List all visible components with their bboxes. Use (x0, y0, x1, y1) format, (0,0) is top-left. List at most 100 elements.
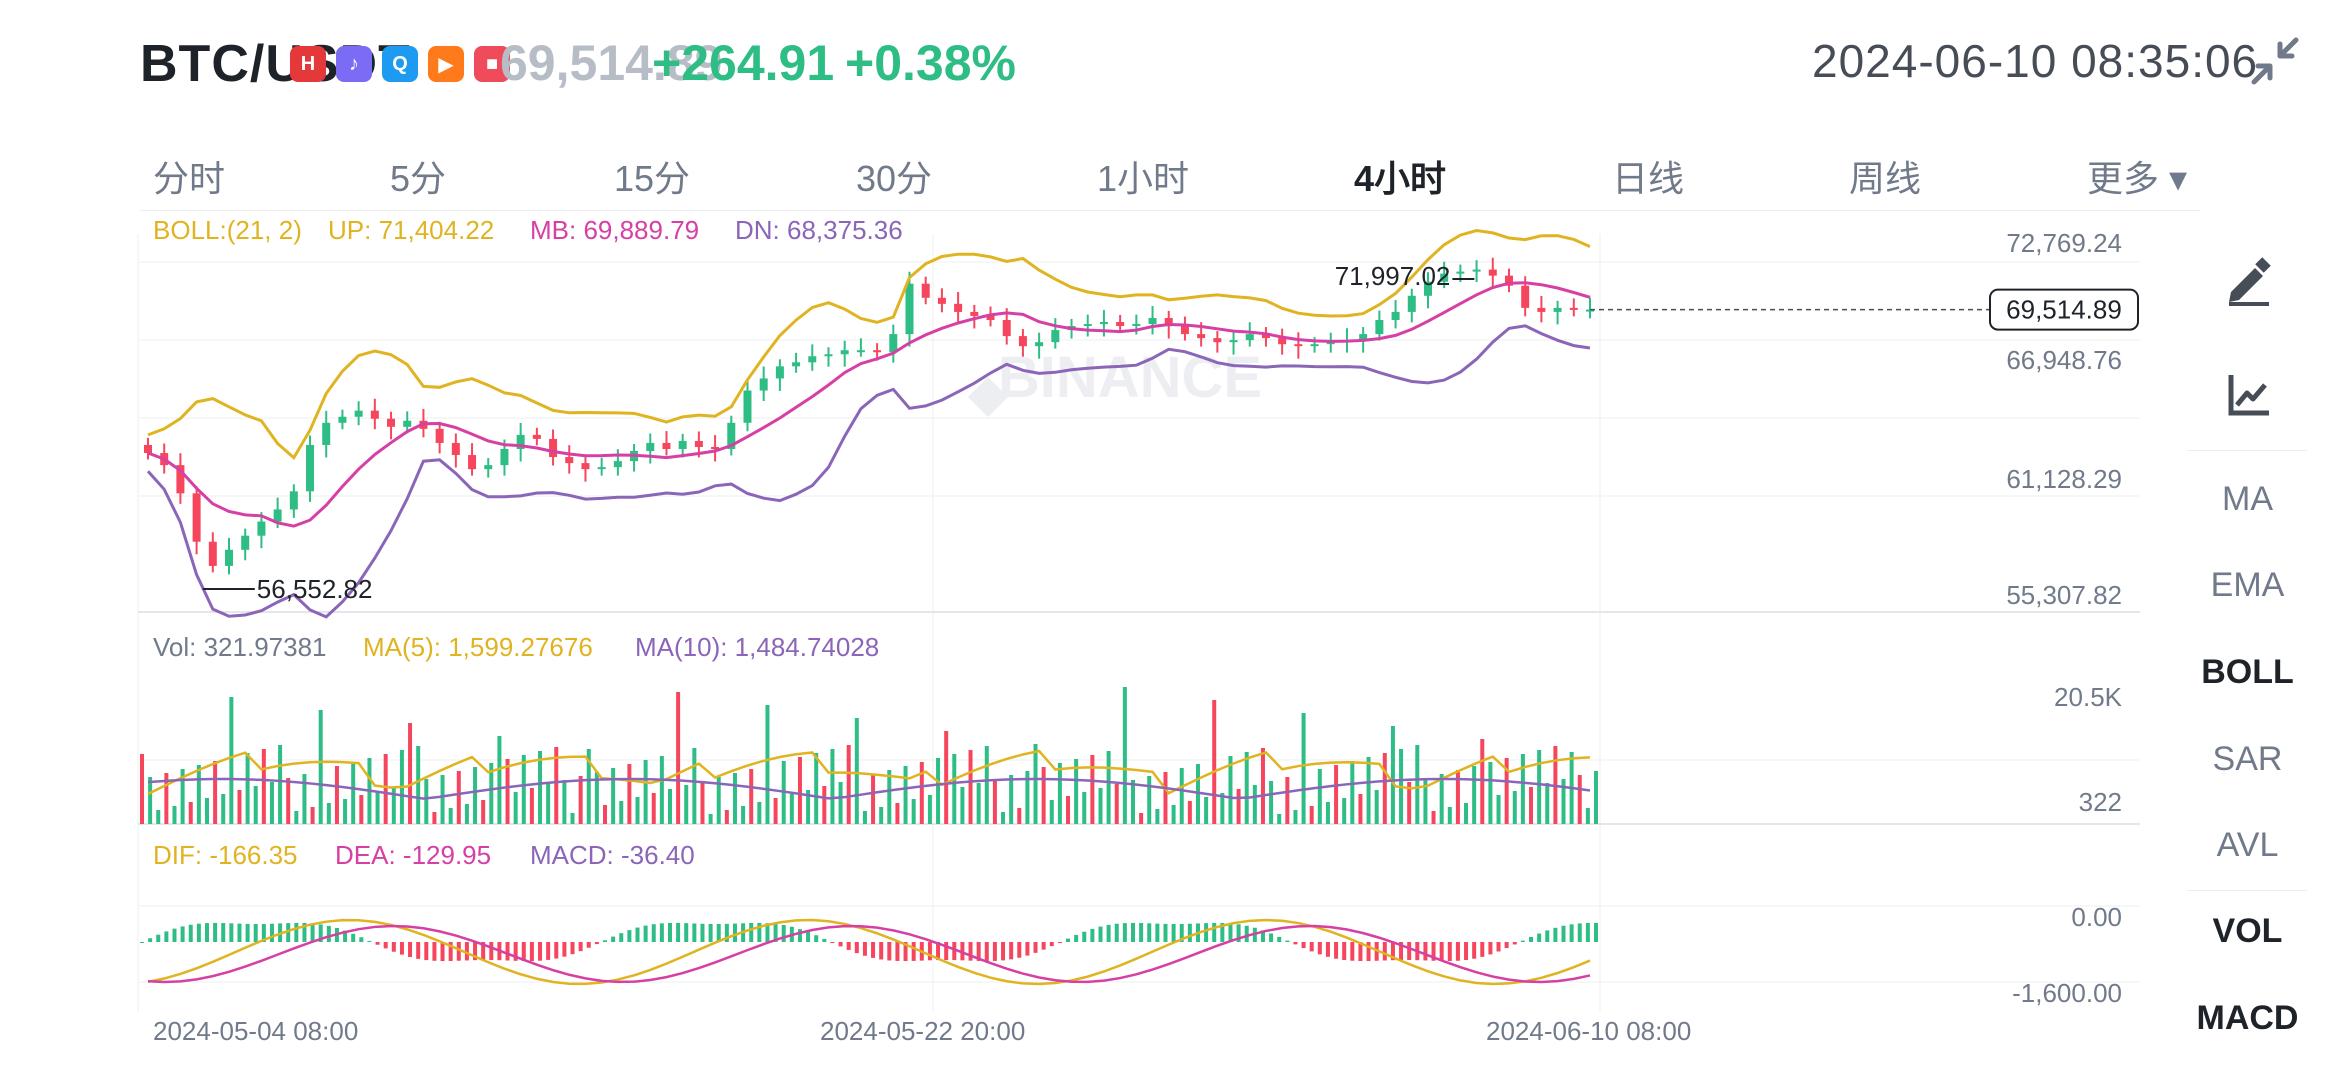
tab-3[interactable]: 30分 (856, 158, 933, 199)
macd-histogram-bar (1025, 942, 1030, 956)
indicator-boll[interactable]: BOLL (2201, 653, 2294, 691)
indicator-avl[interactable]: AVL (2216, 826, 2279, 864)
volume-ma5-line (147, 749, 1591, 796)
volume-bar (960, 787, 965, 824)
candle-body (1553, 307, 1562, 312)
indicator-vol[interactable]: VOL (2212, 912, 2283, 950)
macd-histogram-bar (1569, 924, 1574, 942)
macd-histogram-bar (757, 922, 762, 942)
volume-bar (1415, 745, 1420, 824)
candle-body (1359, 334, 1368, 341)
macd-histogram-bar (797, 929, 802, 942)
macd-histogram-bar (294, 922, 299, 942)
volume-bar (919, 762, 924, 824)
macd-histogram-bar (391, 942, 396, 952)
tab-1[interactable]: 5分 (390, 158, 447, 199)
volume-bar (180, 769, 185, 824)
volume-bar (1049, 800, 1054, 824)
candle-body (354, 410, 363, 417)
candle-body (937, 297, 946, 304)
macd-histogram-bar (473, 942, 478, 961)
macd-histogram-bar (911, 942, 916, 961)
macd-histogram-bar (1423, 942, 1428, 961)
volume-bar (529, 788, 534, 824)
macd-histogram-bar (1529, 936, 1534, 942)
collapse-fullscreen-icon[interactable] (2250, 36, 2300, 86)
kline-chart[interactable]: BINANCE BOLL:(21, 2) UP: 71,404.22 MB: 69,8… (0, 212, 2180, 1080)
volume-bar (879, 807, 884, 824)
macd-histogram-bar (538, 942, 543, 961)
candle-body (775, 366, 784, 379)
candle-body (1164, 317, 1173, 327)
tab-6[interactable]: 日线 (1612, 158, 1685, 199)
binance-logo-icon (968, 377, 1008, 417)
chart-line-icon[interactable] (2221, 367, 2277, 423)
price-tick-label: 66,948.76 (2006, 345, 2122, 375)
macd-histogram-bar (562, 942, 567, 957)
volume-bar (1057, 763, 1062, 824)
volume-bar (1001, 812, 1006, 824)
volume-bar (521, 755, 526, 824)
macd-histogram-bar (1179, 923, 1184, 942)
indicator-ma[interactable]: MA (2222, 480, 2273, 518)
macd-histogram-bar (1244, 925, 1249, 942)
macd-histogram-bar (765, 923, 770, 942)
candle-body (1504, 275, 1513, 286)
volume-bar (1423, 778, 1428, 824)
candle-body (1197, 334, 1206, 339)
volume-bar (1106, 751, 1111, 824)
candle-body (1391, 311, 1400, 320)
volume-bar (1090, 755, 1095, 824)
macd-histogram-bar (269, 923, 274, 942)
candle-body (1116, 321, 1125, 327)
macd-histogram-bar (513, 942, 518, 961)
candle-body (192, 493, 201, 542)
candle-body (613, 461, 622, 468)
indicator-macd[interactable]: MACD (2196, 999, 2299, 1037)
candle-body (435, 428, 444, 443)
volume-bar (1163, 772, 1168, 824)
tab-5[interactable]: 4小时 (1354, 158, 1447, 199)
macd-histogram-bar (172, 928, 177, 942)
macd-histogram-bar (1439, 942, 1444, 962)
tab-4[interactable]: 1小时 (1097, 158, 1190, 199)
macd-histogram-bar (286, 923, 291, 942)
candle-body (954, 303, 963, 312)
tab-8[interactable]: 更多 ▾ (2087, 158, 2188, 199)
candle-body (581, 463, 590, 470)
volume-bar (1504, 758, 1509, 824)
tab-2[interactable]: 15分 (614, 158, 691, 199)
volume-bar (952, 754, 957, 824)
tab-0[interactable]: 分时 (153, 158, 226, 199)
volume-bar (1017, 808, 1022, 824)
volume-bar (846, 745, 851, 824)
macd-histogram-bar (708, 923, 713, 942)
candle-body (1083, 324, 1092, 327)
macd-histogram-bar (651, 924, 656, 942)
macd-histogram-bar (1309, 942, 1314, 952)
candle-body (743, 390, 752, 423)
candle-body (1018, 336, 1027, 347)
price-change: +264.91 (652, 35, 835, 91)
draw-pen-icon[interactable] (2221, 252, 2277, 308)
indicator-sar[interactable]: SAR (2212, 740, 2283, 778)
volume-bar (1366, 757, 1371, 824)
macd-histogram-bar (213, 922, 218, 942)
volume-bar (1277, 814, 1282, 824)
candle-body (225, 549, 234, 566)
candle-body (565, 457, 574, 464)
candle-body (1180, 326, 1189, 335)
macd-histogram-bar (1301, 942, 1306, 949)
candle-body (257, 521, 266, 536)
tab-7[interactable]: 周线 (1849, 158, 1922, 199)
volume-bar (538, 751, 543, 824)
volume-bar (1545, 783, 1550, 824)
macd-histogram-bar (676, 922, 681, 942)
candle-body (484, 465, 493, 470)
macd-histogram-bar (659, 923, 664, 942)
volume-bar (213, 761, 218, 824)
volume-bar (1293, 810, 1298, 824)
volume-bar (578, 776, 583, 824)
price-change-percent: +0.38% (845, 35, 1016, 91)
indicator-ema[interactable]: EMA (2210, 566, 2285, 604)
